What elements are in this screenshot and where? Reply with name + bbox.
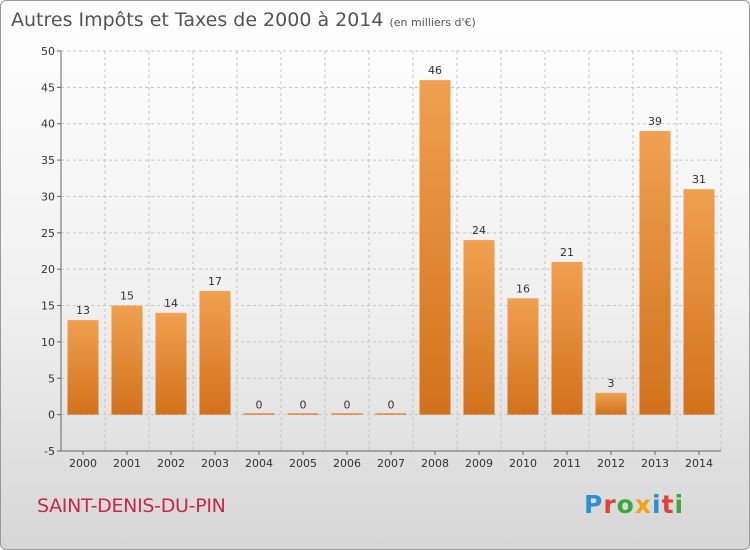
- logo-letter: x: [634, 490, 652, 519]
- x-tick-label: 2001: [113, 457, 141, 470]
- chart-title-text: Autres Impôts et Taxes de 2000 à 2014: [11, 9, 384, 31]
- data-label-2000: 13: [76, 304, 90, 317]
- proxiti-logo: Proxiti: [584, 490, 684, 519]
- bar-2008: [419, 80, 451, 415]
- x-tick-label: 2004: [245, 457, 273, 470]
- bar-2009: [463, 240, 495, 415]
- logo-letter: i: [652, 490, 662, 519]
- y-tick-label: 30: [41, 190, 55, 203]
- bar-2001: [111, 305, 143, 415]
- y-tick-label: 20: [41, 263, 55, 276]
- bar-2012: [595, 392, 627, 415]
- logo-letter: i: [674, 490, 685, 519]
- bar-2002: [155, 312, 187, 415]
- x-tick-label: 2014: [685, 457, 713, 470]
- logo-letter: P: [584, 490, 604, 519]
- bar-2004: [243, 413, 275, 415]
- y-tick-label: 45: [41, 81, 55, 94]
- y-tick-label: 0: [48, 409, 55, 422]
- y-tick-label: -5: [44, 445, 55, 458]
- x-tick-label: 2013: [641, 457, 669, 470]
- x-tick-label: 2003: [201, 457, 229, 470]
- data-label-2010: 16: [516, 282, 530, 295]
- x-tick-label: 2000: [69, 457, 97, 470]
- bar-2007: [375, 413, 407, 415]
- x-tick-label: 2008: [421, 457, 449, 470]
- data-label-2009: 24: [472, 224, 486, 237]
- labels: -505101520253035404550132000152001142002…: [41, 45, 713, 470]
- x-tick-label: 2005: [289, 457, 317, 470]
- commune-name: SAINT-DENIS-DU-PIN: [37, 495, 226, 517]
- data-label-2007: 0: [388, 399, 395, 412]
- logo-letter: r: [603, 490, 617, 519]
- x-tick-label: 2011: [553, 457, 581, 470]
- data-label-2001: 15: [120, 290, 134, 303]
- data-label-2002: 14: [164, 297, 178, 310]
- x-tick-label: 2006: [333, 457, 361, 470]
- x-tick-label: 2010: [509, 457, 537, 470]
- x-tick-label: 2012: [597, 457, 625, 470]
- y-tick-label: 25: [41, 227, 55, 240]
- y-tick-label: 35: [41, 154, 55, 167]
- y-tick-label: 10: [41, 336, 55, 349]
- logo-letter: o: [616, 490, 635, 519]
- bar-2003: [199, 291, 231, 415]
- chart-unit: (en milliers d'€): [389, 16, 476, 29]
- bar-2013: [639, 131, 671, 415]
- chart-title: Autres Impôts et Taxes de 2000 à 2014 (en…: [11, 9, 476, 31]
- data-label-2013: 39: [648, 115, 662, 128]
- bars: [67, 80, 715, 415]
- bar-2011: [551, 261, 583, 415]
- data-label-2011: 21: [560, 246, 574, 259]
- y-tick-label: 40: [41, 118, 55, 131]
- data-label-2012: 3: [608, 377, 615, 390]
- x-tick-label: 2007: [377, 457, 405, 470]
- bar-2006: [331, 413, 363, 415]
- data-label-2005: 0: [300, 399, 307, 412]
- axes: [57, 50, 721, 455]
- data-label-2003: 17: [208, 275, 222, 288]
- data-label-2006: 0: [344, 399, 351, 412]
- x-tick-label: 2002: [157, 457, 185, 470]
- bar-2010: [507, 298, 539, 415]
- x-tick-label: 2009: [465, 457, 493, 470]
- data-label-2014: 31: [692, 173, 706, 186]
- data-label-2008: 46: [428, 64, 442, 77]
- y-tick-label: 50: [41, 45, 55, 58]
- bar-2005: [287, 413, 319, 415]
- bar-2000: [67, 320, 99, 415]
- y-tick-label: 15: [41, 300, 55, 313]
- data-label-2004: 0: [256, 399, 263, 412]
- logo-letter: t: [661, 490, 675, 519]
- y-tick-label: 5: [48, 372, 55, 385]
- bar-2014: [683, 189, 715, 415]
